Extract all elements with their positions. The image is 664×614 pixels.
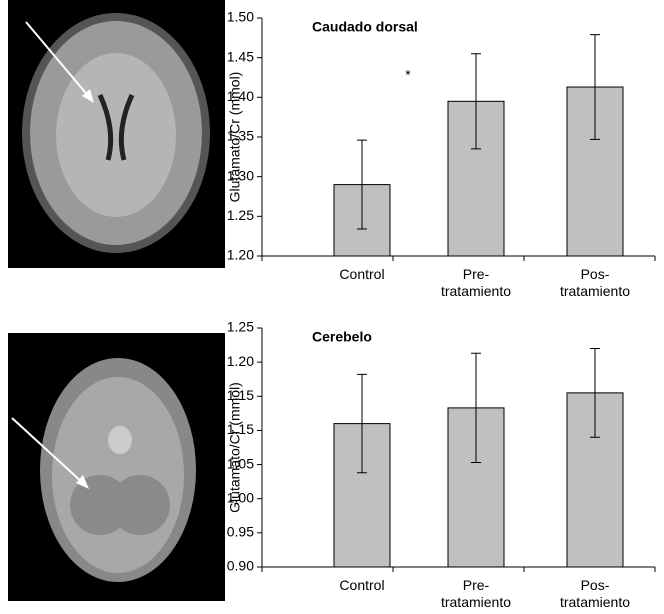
- x-tick-label: Pos- tratamiento: [540, 266, 650, 300]
- y-tick-label: 1.25: [227, 207, 254, 223]
- y-tick-label: 0.95: [227, 524, 254, 540]
- annotation: *: [405, 67, 411, 83]
- y-tick-label: 1.20: [227, 353, 254, 369]
- mri-axial: [8, 0, 225, 268]
- chart: 1.201.251.301.351.401.451.50Caudado dors…: [0, 0, 664, 614]
- y-tick-label: 1.50: [227, 9, 254, 25]
- y-tick-label: 1.25: [227, 319, 254, 335]
- figure: 1.201.251.301.351.401.451.50Caudado dors…: [0, 0, 664, 614]
- chart-title: Caudado dorsal: [312, 19, 418, 35]
- y-axis-label: Glutamato/Cr (mmol): [227, 382, 243, 513]
- mri-cerebellum: [8, 333, 225, 601]
- x-tick-label: Pos- tratamiento: [540, 577, 650, 611]
- y-tick-label: 1.45: [227, 48, 254, 64]
- x-tick-label: Control: [307, 577, 417, 594]
- x-tick-label: Control: [307, 266, 417, 283]
- y-axis-label: Glutamato/Cr (mmol): [227, 72, 243, 203]
- x-tick-label: Pre- tratamiento: [421, 577, 531, 611]
- x-tick-label: Pre- tratamiento: [421, 266, 531, 300]
- y-tick-label: 1.20: [227, 247, 254, 263]
- chart-title: Cerebelo: [312, 329, 372, 345]
- y-tick-label: 0.90: [227, 558, 254, 574]
